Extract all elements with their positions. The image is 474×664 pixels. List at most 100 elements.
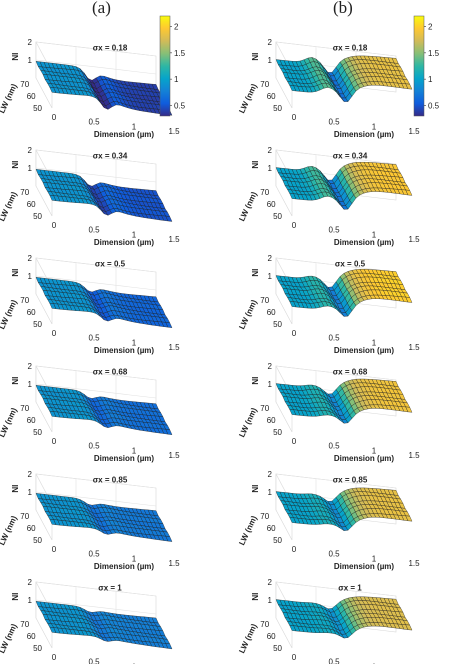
z-tick-label: 1 <box>268 488 273 497</box>
surface-patch <box>405 406 413 413</box>
y-tick-label: 70 <box>260 512 269 521</box>
y-tick-label: 50 <box>33 644 42 653</box>
x-tick-label: 1.5 <box>408 451 420 460</box>
y-tick-label: 60 <box>27 92 36 101</box>
y-tick-label: 70 <box>260 296 269 305</box>
y-tick-label: 70 <box>260 620 269 629</box>
z-axis-label: NI <box>251 53 260 61</box>
y-tick-label: 50 <box>273 536 282 545</box>
z-axis-label: NI <box>251 161 260 169</box>
y-tick-label: 70 <box>260 80 269 89</box>
x-tick-label: 1 <box>372 122 377 131</box>
x-axis-label: Dimension (µm) <box>334 238 395 247</box>
y-axis-label: LW (nm) <box>0 298 19 331</box>
z-tick-label: 2 <box>28 38 33 47</box>
y-tick-label: 70 <box>20 188 29 197</box>
y-tick-label: 60 <box>27 200 36 209</box>
z-tick-label: 1 <box>28 488 33 497</box>
x-axis-label: Dimension (µm) <box>94 130 155 139</box>
y-tick-label: 50 <box>33 104 42 113</box>
surface-panel-a-3: 0 0.5 1 1.5 70 60 50 1 2 Dimension (µm) LW (nm) NI σ… <box>0 254 180 355</box>
y-tick-label: 50 <box>33 212 42 221</box>
x-tick-label: 0.5 <box>328 334 340 343</box>
y-axis-label: LW (nm) <box>0 622 19 655</box>
surface-mesh <box>35 385 173 435</box>
x-tick-label: 0 <box>292 437 297 446</box>
y-tick-label: 50 <box>273 212 282 221</box>
z-tick-label: 2 <box>28 470 33 479</box>
x-tick-label: 1.5 <box>408 235 420 244</box>
z-tick-label: 2 <box>268 38 273 47</box>
surface-panel-b-3: 0 0.5 1 1.5 70 60 50 1 2 Dimension (µm) LW (nm) NI σ… <box>237 254 420 355</box>
x-tick-label: 0.5 <box>88 226 100 235</box>
colorbar-gradient <box>413 15 425 117</box>
y-axis-label: LW (nm) <box>237 406 259 439</box>
x-tick-label: 1.5 <box>168 559 180 568</box>
y-tick-label: 50 <box>33 428 42 437</box>
z-axis-label: NI <box>251 269 260 277</box>
x-tick-label: 1 <box>372 446 377 455</box>
x-axis-label: Dimension (µm) <box>334 562 395 571</box>
x-tick-label: 0.5 <box>88 550 100 559</box>
y-tick-label: 60 <box>27 308 36 317</box>
surface-patch <box>165 536 173 542</box>
y-tick-label: 60 <box>267 416 276 425</box>
x-tick-label: 0 <box>52 221 57 230</box>
panel-title: σx = 0.68 <box>333 367 368 376</box>
colorbar-gradient <box>159 15 171 117</box>
x-axis-label: Dimension (µm) <box>94 238 155 247</box>
x-tick-label: 0.5 <box>328 118 340 127</box>
x-tick-label: 1.5 <box>168 127 180 136</box>
x-axis-label: Dimension (µm) <box>94 346 155 355</box>
surface-mesh <box>35 493 173 542</box>
y-tick-label: 60 <box>27 524 36 533</box>
x-tick-label: 0.5 <box>328 226 340 235</box>
x-axis-label: Dimension (µm) <box>334 346 395 355</box>
y-axis-label: LW (nm) <box>0 406 19 439</box>
y-tick-label: 60 <box>267 92 276 101</box>
z-tick-label: 1 <box>28 380 33 389</box>
panel-title: σx = 0.18 <box>93 43 128 52</box>
z-tick-label: 1 <box>268 596 273 605</box>
surface-mesh <box>275 378 413 424</box>
x-tick-label: 0.5 <box>328 658 340 664</box>
z-axis-label: NI <box>251 377 260 385</box>
x-axis-label: Dimension (µm) <box>334 454 395 463</box>
x-tick-label: 1 <box>132 554 137 563</box>
x-tick-label: 0.5 <box>88 334 100 343</box>
y-tick-label: 70 <box>20 296 29 305</box>
y-axis-label: LW (nm) <box>237 622 259 655</box>
y-axis-label: LW (nm) <box>0 514 19 547</box>
y-axis-label: LW (nm) <box>0 190 19 223</box>
surface-patch <box>165 322 173 328</box>
x-tick-label: 1 <box>372 338 377 347</box>
surface-mesh <box>35 601 173 650</box>
z-tick-label: 1 <box>28 272 33 281</box>
z-axis-label: NI <box>11 377 20 385</box>
x-tick-label: 0 <box>52 653 57 662</box>
x-tick-label: 0 <box>292 221 297 230</box>
z-axis-label: NI <box>11 269 20 277</box>
x-axis-label: Dimension (µm) <box>94 454 155 463</box>
z-tick-label: 2 <box>28 362 33 371</box>
y-tick-label: 70 <box>20 80 29 89</box>
y-tick-label: 50 <box>273 428 282 437</box>
y-axis-label: LW (nm) <box>237 514 259 547</box>
panel-title: σx = 0.18 <box>333 43 368 52</box>
z-tick-label: 2 <box>268 578 273 587</box>
z-tick-label: 1 <box>28 164 33 173</box>
colorbar-tick-label: 2 <box>174 23 179 32</box>
x-tick-label: 1.5 <box>168 343 180 352</box>
colorbar-tick-label: 1 <box>428 75 433 84</box>
surface-mesh <box>35 169 173 222</box>
x-tick-label: 1 <box>132 230 137 239</box>
surface-mesh <box>35 277 173 328</box>
x-tick-label: 0 <box>52 437 57 446</box>
x-tick-label: 0 <box>52 113 57 122</box>
panel-title: σx = 1 <box>338 583 362 592</box>
surface-mesh <box>275 269 413 317</box>
y-tick-label: 50 <box>33 536 42 545</box>
colorbar-b: 2 1.5 1 0.5 <box>413 15 440 117</box>
x-tick-label: 0 <box>292 545 297 554</box>
